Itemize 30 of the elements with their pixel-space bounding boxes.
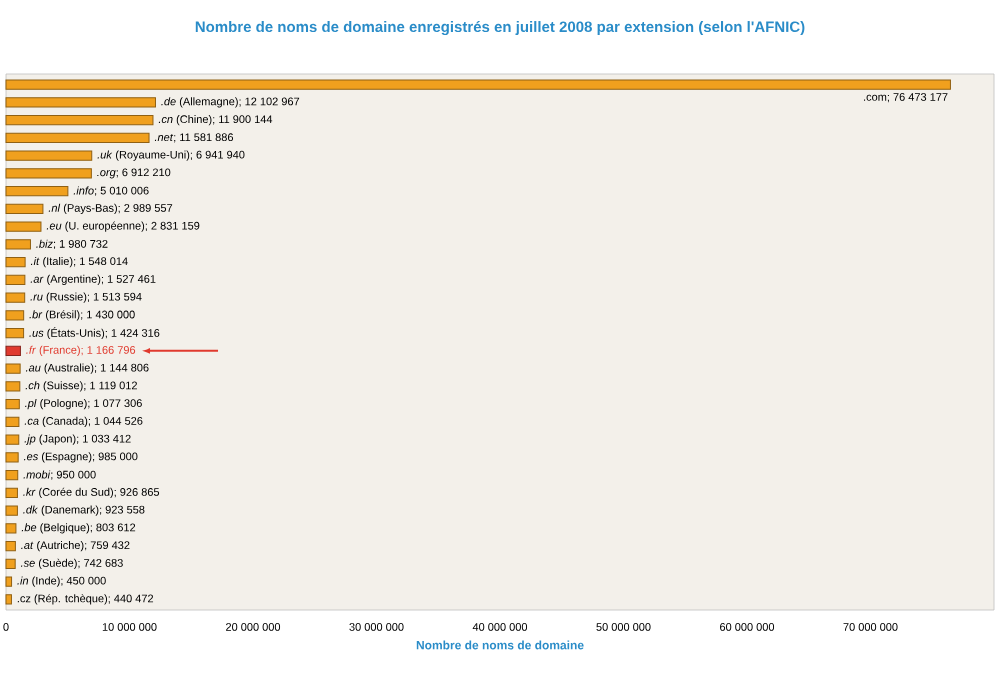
bar: [5, 363, 21, 374]
bar: [5, 203, 44, 214]
bar: [5, 328, 25, 339]
bar: [5, 97, 156, 108]
bar: [5, 274, 26, 285]
bar: [5, 310, 25, 321]
bar: [5, 452, 19, 463]
bar: [5, 594, 12, 605]
bar: [5, 345, 21, 356]
bar: [5, 470, 19, 481]
bar: [5, 168, 92, 179]
bar: [5, 186, 69, 197]
bar: [5, 132, 150, 143]
bar: [5, 221, 42, 232]
bar: [5, 399, 20, 410]
bar: [5, 79, 951, 90]
bar: [5, 239, 31, 250]
bar: [5, 150, 93, 161]
bar: [5, 434, 20, 445]
bar: [5, 487, 18, 498]
bar: [5, 292, 26, 303]
bar: [5, 381, 21, 392]
bar: [5, 576, 13, 587]
bar: [5, 505, 18, 516]
bar: [5, 523, 17, 534]
bar: [5, 115, 154, 126]
bar: [5, 416, 20, 427]
bar: [5, 257, 26, 268]
bar: [5, 558, 16, 569]
bar: [5, 541, 16, 552]
